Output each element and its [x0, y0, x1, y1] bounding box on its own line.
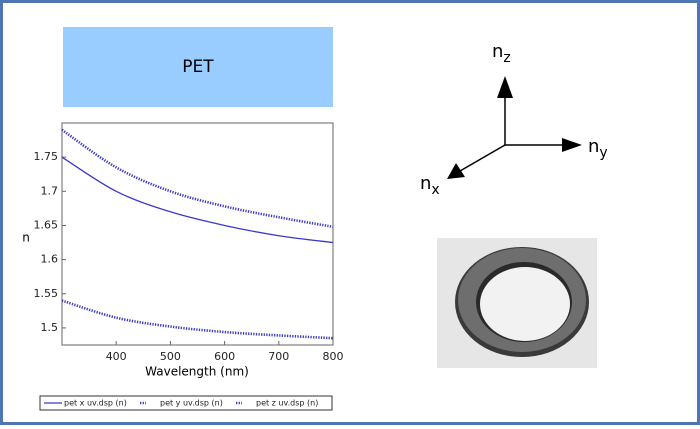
plot-area: [62, 123, 333, 345]
y-tick-label: 1.75: [34, 150, 59, 163]
axis-base: n: [420, 173, 431, 194]
x-axis-label: Wavelength (nm): [145, 365, 249, 379]
y-axis-label: n: [22, 231, 30, 245]
x-tick-label: 600: [214, 350, 235, 363]
y-tick-label: 1.5: [41, 321, 59, 334]
title: PET: [182, 57, 214, 77]
legend-label: pet x uv.dsp (n): [64, 399, 127, 408]
y-tick-label: 1.7: [41, 184, 59, 197]
axis-sub: x: [431, 182, 439, 198]
legend-label: pet y uv.dsp (n): [160, 399, 223, 408]
axis-sub: y: [599, 145, 607, 161]
legend-label: pet z uv.dsp (n): [256, 399, 318, 408]
x-tick-label: 800: [323, 350, 344, 363]
x-tick-label: 700: [268, 350, 289, 363]
axis-base: n: [492, 41, 503, 62]
slide: PET nz ny nx 4005006007008001.51.551.61.…: [0, 0, 700, 425]
x-tick-label: 400: [106, 350, 127, 363]
legend-entries: pet x uv.dsp (n) pet y uv.dsp (n) pet z uv…: [44, 399, 318, 408]
y-tick-label: 1.65: [34, 218, 59, 231]
axis-base: n: [588, 136, 599, 157]
axis-sub: z: [503, 50, 510, 66]
x-tick-label: 500: [160, 350, 181, 363]
y-tick-label: 1.6: [41, 253, 59, 266]
y-tick-label: 1.55: [34, 287, 59, 300]
photo: [437, 238, 597, 368]
ring-hole: [480, 267, 570, 341]
